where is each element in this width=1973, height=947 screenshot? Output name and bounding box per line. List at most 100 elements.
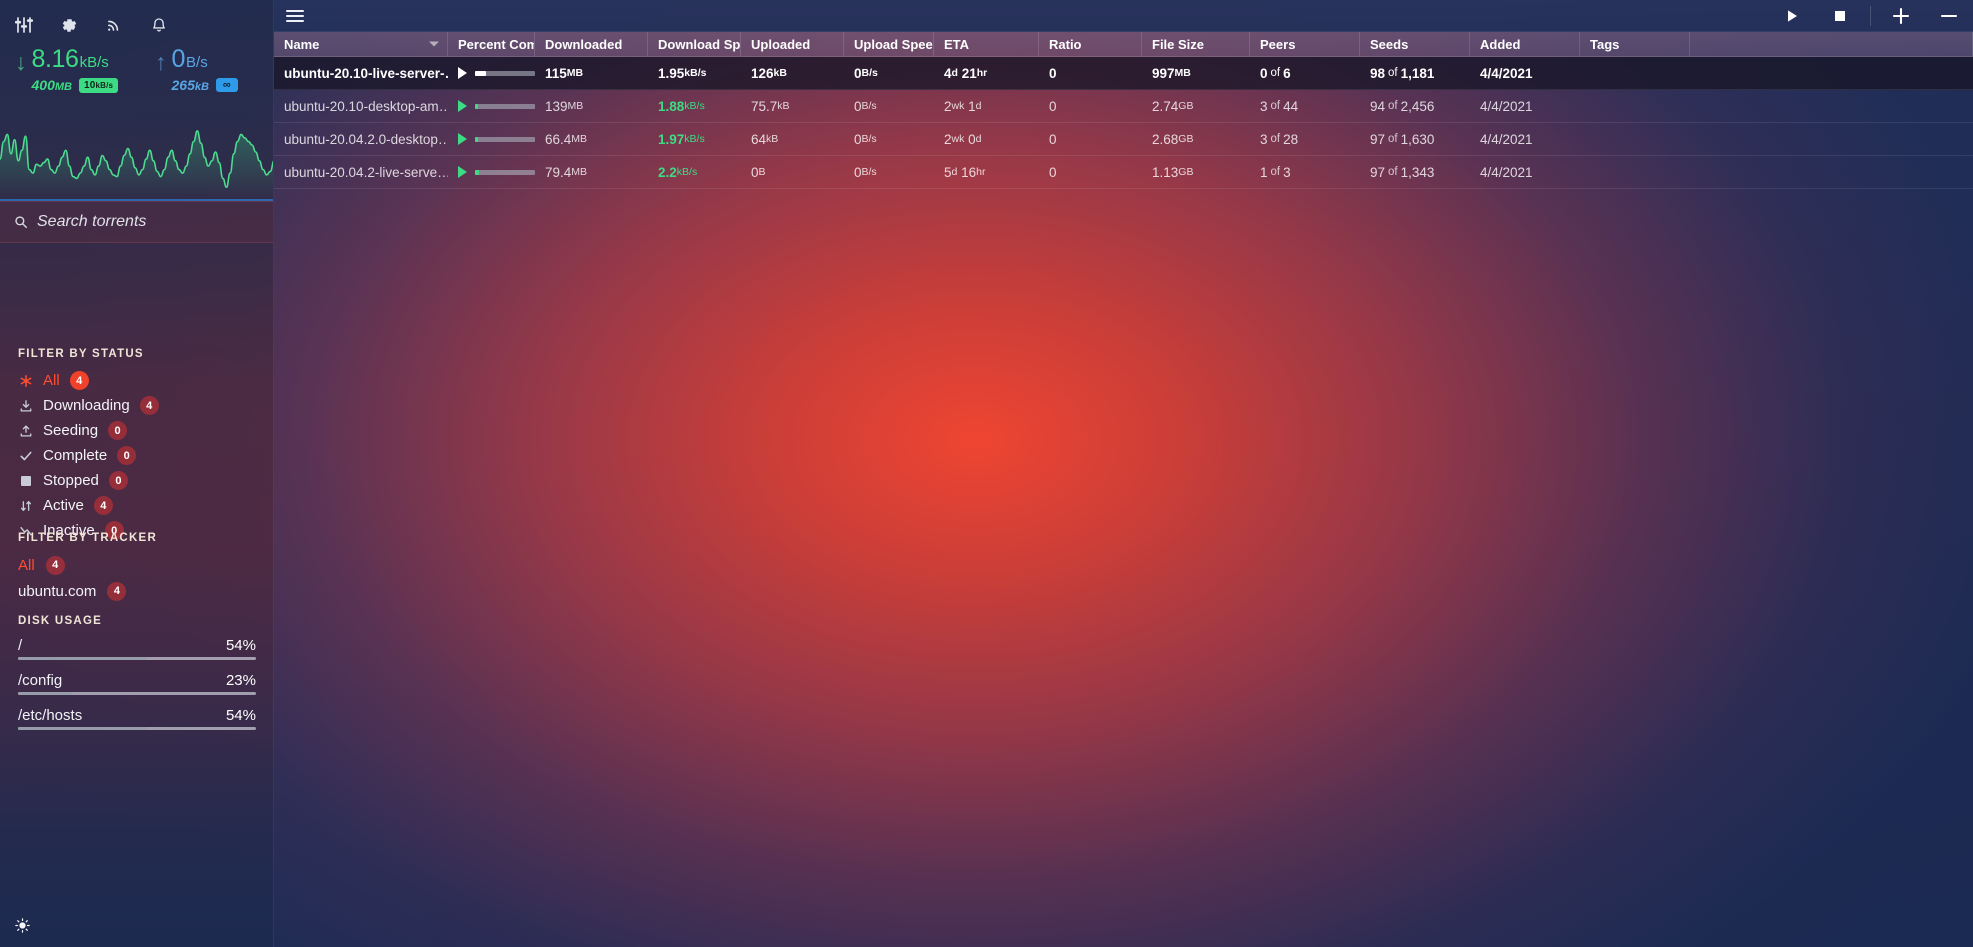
play-icon[interactable] (458, 133, 467, 145)
column-header-upload-speed[interactable]: Upload Speed (844, 32, 934, 56)
search-torrents-row[interactable] (0, 201, 273, 243)
peers-cell: 3 of 28 (1260, 131, 1299, 147)
status-filter-downloading[interactable]: Downloading 4 (0, 393, 273, 418)
column-header-downloaded[interactable]: Downloaded (535, 32, 648, 56)
progress-cell (448, 90, 535, 122)
table-row[interactable]: ubuntu-20.10-desktop-am… 139 MB 1.88 kB/s 75.… (274, 90, 1973, 123)
upload-speed-summary: ↑ 0B/s 265kB ∞ (150, 45, 239, 93)
table-row[interactable]: ubuntu-20.04.2.0-desktop… 66.4 MB 1.97 kB/s 6… (274, 123, 1973, 156)
disk-usage-section: Disk Usage / 54% /config 23% /etc/hosts 54% (0, 615, 273, 742)
rss-feed-icon[interactable] (103, 14, 125, 36)
download-speed-summary: ↓ 8.16kB/s 400MB 10kB/s (10, 47, 150, 93)
filter-by-status-title: Filter by Status (18, 348, 144, 360)
upload-limit-badge[interactable]: ∞ (215, 78, 239, 92)
column-header-uploaded[interactable]: Uploaded (741, 32, 844, 56)
column-header-label: Upload Speed (854, 36, 934, 52)
status-filter-label: Inactive (43, 522, 95, 539)
column-header-added[interactable]: Added (1470, 32, 1580, 56)
add-torrent-button[interactable] (1877, 0, 1925, 32)
download-limit-badge[interactable]: 10kB/s (78, 77, 119, 93)
tags-cell (1580, 90, 1690, 122)
tracker-filter-item[interactable]: ubuntu.com 4 (0, 578, 273, 604)
table-row[interactable]: ubuntu-20.04.2-live-serve… 79.4 MB 2.2 kB/s 0… (274, 156, 1973, 189)
status-filter-label: Stopped (43, 472, 99, 489)
sort-descending-icon (429, 41, 439, 47)
table-row[interactable]: ubuntu-20.10-live-server-… 115 MB 1.95 kB/s 1… (274, 57, 1973, 90)
download-speed-cell: 1.95 kB/s (658, 65, 707, 81)
torrent-name: ubuntu-20.04.2-live-serve… (284, 164, 448, 180)
stop-torrent-button[interactable] (1816, 0, 1864, 32)
column-header-file-size[interactable]: File Size (1142, 32, 1250, 56)
download-speed-cell: 2.2 kB/s (658, 164, 698, 180)
downloaded-cell: 115 MB (545, 65, 584, 81)
file-size-cell: 2.74 GB (1152, 98, 1194, 114)
column-header-eta[interactable]: ETA (934, 32, 1039, 56)
column-header-peers[interactable]: Peers (1250, 32, 1360, 56)
play-icon[interactable] (458, 100, 467, 112)
settings-gear-icon[interactable] (58, 14, 80, 36)
filter-by-tracker-title: Filter by Tracker (18, 532, 158, 544)
progress-cell (448, 156, 535, 188)
peers-cell: 3 of 44 (1260, 98, 1299, 114)
status-filter-complete[interactable]: Complete 0 (0, 443, 273, 468)
column-header-percent-com[interactable]: Percent Com... (448, 32, 535, 56)
upload-icon (18, 423, 33, 438)
play-icon[interactable] (458, 166, 467, 178)
column-header-blank[interactable] (1690, 32, 1973, 56)
status-filter-label: Active (43, 497, 84, 514)
tracker-filter-item[interactable]: All 4 (0, 552, 273, 578)
status-filter-active[interactable]: Active 4 (0, 493, 273, 518)
added-cell: 4/4/2021 (1480, 65, 1533, 81)
tracker-filter-label: ubuntu.com (18, 582, 97, 600)
progress-bar (475, 70, 535, 76)
downloaded-cell: 66.4 MB (545, 131, 588, 147)
seeds-cell: 97 of 1,343 (1370, 164, 1435, 180)
disk-usage-fill (18, 657, 147, 660)
play-icon[interactable] (458, 67, 467, 79)
table-body: ubuntu-20.10-live-server-… 115 MB 1.95 kB/s 1… (274, 57, 1973, 189)
remove-torrent-button[interactable] (1925, 0, 1973, 32)
status-filter-inactive[interactable]: Inactive 0 (0, 518, 273, 543)
status-filter-count: 4 (93, 496, 113, 515)
disk-usage-title: Disk Usage (18, 615, 103, 627)
hamburger-menu-icon[interactable] (274, 0, 316, 32)
disk-usage-percent: 54% (225, 637, 256, 654)
disk-usage-bar (18, 657, 256, 660)
disk-usage-path: / (18, 637, 23, 654)
file-size-cell: 1.13 GB (1152, 164, 1194, 180)
status-filter-stopped[interactable]: Stopped 0 (0, 468, 273, 493)
progress-cell (448, 57, 535, 89)
start-torrent-button[interactable] (1768, 0, 1816, 32)
column-header-name[interactable]: Name (274, 32, 448, 56)
tracker-filter-list: All 4 ubuntu.com 4 (0, 552, 273, 604)
column-header-tags[interactable]: Tags (1580, 32, 1690, 56)
column-header-ratio[interactable]: Ratio (1039, 32, 1142, 56)
seeds-cell: 97 of 1,630 (1370, 131, 1435, 147)
upload-speed-value: 0 (171, 45, 186, 73)
statistics-icon[interactable] (13, 14, 35, 36)
column-header-label: Seeds (1370, 36, 1409, 52)
row-end-spacer (1690, 57, 1973, 89)
column-header-label: Ratio (1049, 36, 1082, 52)
disk-usage-bar (18, 727, 256, 730)
column-header-download-sp[interactable]: Download Sp... (648, 32, 741, 56)
disk-usage-percent: 54% (225, 707, 256, 724)
upload-speed-cell: 0 B/s (854, 65, 878, 81)
upload-arrow-icon: ↑ (155, 49, 167, 75)
notifications-bell-icon[interactable] (148, 14, 170, 36)
peers-cell: 0 of 6 (1260, 65, 1291, 81)
status-filter-all[interactable]: All 4 (0, 368, 273, 393)
asterisk-icon (18, 373, 33, 388)
status-filter-seeding[interactable]: Seeding 0 (0, 418, 273, 443)
status-filter-label: Seeding (43, 422, 99, 439)
tracker-filter-count: 4 (107, 581, 127, 601)
progress-fill (475, 136, 478, 142)
ratio-cell: 0 (1049, 65, 1057, 81)
upload-speed-cell: 0 B/s (854, 98, 877, 114)
status-filter-label: Downloading (43, 397, 130, 414)
column-header-seeds[interactable]: Seeds (1360, 32, 1470, 56)
brightness-icon[interactable] (12, 915, 32, 935)
search-input[interactable] (37, 213, 260, 231)
ratio-cell: 0 (1049, 131, 1057, 147)
